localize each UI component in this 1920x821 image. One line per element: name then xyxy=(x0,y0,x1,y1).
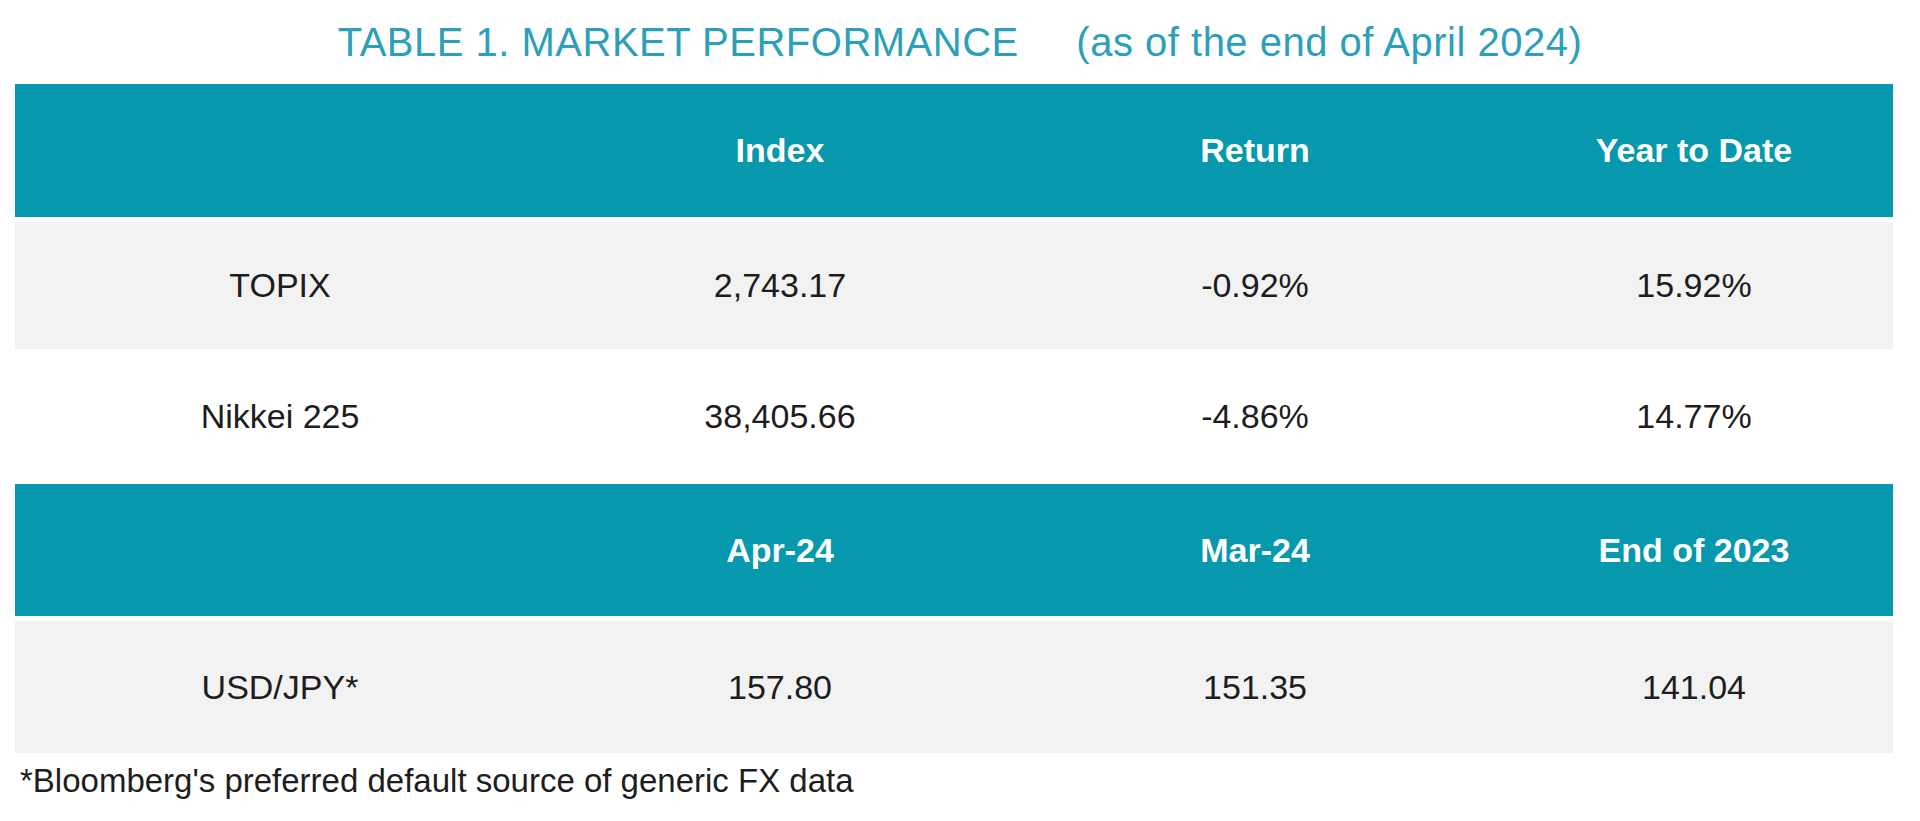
cell-topix-return: -0.92% xyxy=(1015,266,1495,305)
index-header-row: Index Return Year to Date xyxy=(15,84,1893,217)
cell-nikkei225-index: 38,405.66 xyxy=(545,397,1015,436)
bloomberg-footnote: *Bloomberg's preferred default source of… xyxy=(20,762,854,800)
table-row-topix: TOPIX 2,743.17 -0.92% 15.92% xyxy=(15,222,1893,349)
cell-usdjpy-mar24: 151.35 xyxy=(1015,668,1495,707)
header-cell-index: Index xyxy=(545,131,1015,170)
market-performance-table: Index Return Year to Date TOPIX 2,743.17… xyxy=(15,84,1893,753)
table-row-nikkei225: Nikkei 225 38,405.66 -4.86% 14.77% xyxy=(15,349,1893,484)
table-title-main: TABLE 1. MARKET PERFORMANCE xyxy=(338,20,1019,64)
cell-usdjpy-apr24: 157.80 xyxy=(545,668,1015,707)
cell-topix-ytd: 15.92% xyxy=(1495,266,1893,305)
cell-nikkei225-ytd: 14.77% xyxy=(1495,397,1893,436)
fx-header-row: Apr-24 Mar-24 End of 2023 xyxy=(15,484,1893,616)
cell-nikkei225-return: -4.86% xyxy=(1015,397,1495,436)
row-label-topix: TOPIX xyxy=(15,266,545,305)
market-performance-page: TABLE 1. MARKET PERFORMANCE (as of the e… xyxy=(0,0,1920,821)
header-cell-mar24: Mar-24 xyxy=(1015,531,1495,570)
header-cell-apr24: Apr-24 xyxy=(545,531,1015,570)
header-cell-return: Return xyxy=(1015,131,1495,170)
table-title: TABLE 1. MARKET PERFORMANCE (as of the e… xyxy=(0,0,1920,65)
cell-topix-index: 2,743.17 xyxy=(545,266,1015,305)
table-row-usdjpy: USD/JPY* 157.80 151.35 141.04 xyxy=(15,621,1893,753)
row-label-nikkei225: Nikkei 225 xyxy=(15,397,545,436)
header-cell-year-to-date: Year to Date xyxy=(1495,131,1893,170)
header-cell-end-of-2023: End of 2023 xyxy=(1495,531,1893,570)
table-title-date-note: (as of the end of April 2024) xyxy=(1076,20,1582,65)
row-label-usdjpy: USD/JPY* xyxy=(15,668,545,707)
cell-usdjpy-end2023: 141.04 xyxy=(1495,668,1893,707)
